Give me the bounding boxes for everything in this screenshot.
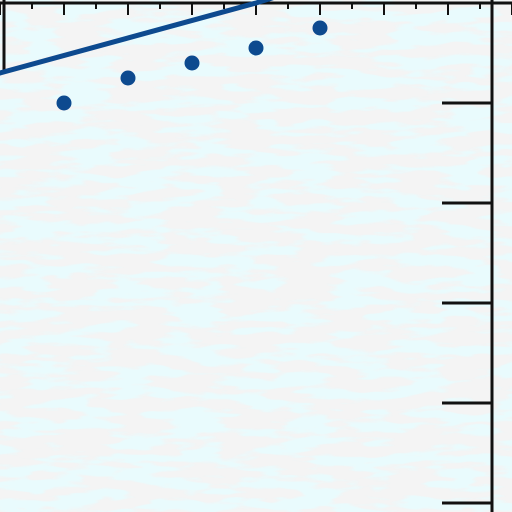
series-line-1: [0, 0, 274, 76]
data-point-0-3: [248, 40, 264, 56]
data-point-0-2: [184, 55, 200, 71]
data-point-0-1: [120, 70, 136, 86]
data-point-0-0: [56, 95, 72, 111]
data-point-0-4: [312, 20, 328, 36]
